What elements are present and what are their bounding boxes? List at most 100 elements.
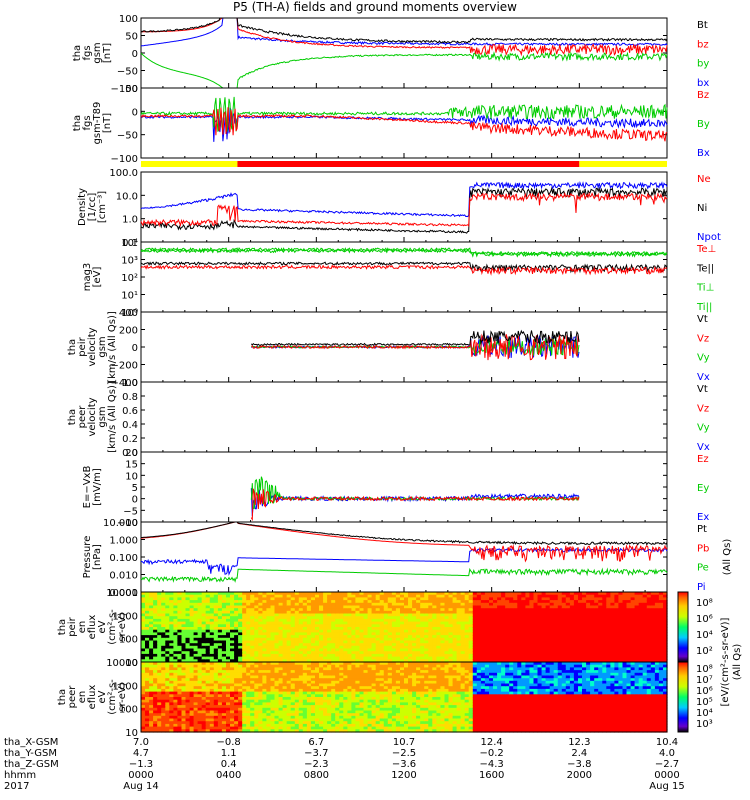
heatmap-cell bbox=[497, 605, 502, 609]
heatmap-cell bbox=[201, 645, 207, 650]
heatmap-cell bbox=[371, 610, 377, 615]
heatmap-cell bbox=[286, 618, 292, 623]
heatmap-cell bbox=[541, 608, 547, 612]
heatmap-cell bbox=[230, 705, 235, 709]
y-tick-label: 0.4 bbox=[122, 420, 138, 431]
heatmap-cell bbox=[472, 597, 478, 601]
heatmap-cell bbox=[185, 635, 191, 639]
heatmap-cell bbox=[602, 616, 607, 620]
heatmap-cell bbox=[533, 608, 539, 612]
heatmap-cell bbox=[262, 653, 267, 658]
heatmap-cell bbox=[468, 656, 474, 660]
heatmap-cell bbox=[404, 610, 409, 615]
heatmap-cell bbox=[517, 659, 522, 663]
legend-entry: Ti|| bbox=[696, 302, 712, 313]
heatmap-cell bbox=[262, 686, 267, 690]
heatmap-cell bbox=[161, 635, 166, 639]
heatmap-cell bbox=[201, 605, 207, 609]
heatmap-cell bbox=[177, 694, 182, 698]
y-axis-label: eflux bbox=[87, 685, 98, 710]
heatmap-cell bbox=[452, 605, 458, 609]
heatmap-cell bbox=[209, 694, 215, 698]
heatmap-cell bbox=[654, 629, 660, 633]
heatmap-cell bbox=[254, 605, 259, 609]
heatmap-cell bbox=[250, 640, 255, 644]
heatmap-cell bbox=[573, 610, 579, 615]
heatmap-cell bbox=[306, 627, 312, 631]
heatmap-cell bbox=[654, 618, 660, 623]
heatmap-cell bbox=[213, 597, 219, 601]
heatmap-cell bbox=[294, 691, 300, 695]
y-tick-label: −50 bbox=[117, 67, 138, 78]
heatmap-cell bbox=[201, 713, 207, 717]
heatmap-cell bbox=[217, 664, 223, 668]
heatmap-cell bbox=[169, 635, 174, 639]
heatmap-cell bbox=[145, 592, 150, 596]
heatmap-cell bbox=[258, 637, 263, 642]
heatmap-cell bbox=[201, 678, 207, 682]
heatmap-cell bbox=[614, 621, 619, 625]
heatmap-cell bbox=[173, 715, 178, 720]
heatmap-cell bbox=[404, 656, 409, 660]
heatmap-cell bbox=[618, 643, 623, 647]
heatmap-cell bbox=[205, 680, 211, 685]
heatmap-cell bbox=[606, 616, 611, 620]
heatmap-cell bbox=[626, 645, 632, 650]
heatmap-cell bbox=[363, 613, 369, 617]
heatmap-cell bbox=[586, 592, 591, 596]
heatmap-cell bbox=[573, 651, 579, 655]
heatmap-cell bbox=[157, 729, 162, 733]
heatmap-cell bbox=[517, 613, 522, 617]
heatmap-cell bbox=[420, 594, 425, 598]
heatmap-cell bbox=[157, 662, 162, 666]
heatmap-cell bbox=[145, 686, 150, 690]
heatmap-cell bbox=[480, 602, 486, 607]
heatmap-cell bbox=[201, 729, 207, 733]
heatmap-cell bbox=[278, 667, 284, 671]
heatmap-cell bbox=[189, 686, 195, 690]
heatmap-cell bbox=[209, 726, 215, 730]
heatmap-cell bbox=[416, 640, 421, 644]
heatmap-cell bbox=[663, 594, 668, 598]
heatmap-cell bbox=[424, 645, 429, 650]
heatmap-cell bbox=[363, 610, 369, 615]
heatmap-cell bbox=[618, 653, 623, 658]
heatmap-cell bbox=[242, 640, 247, 644]
heatmap-cell bbox=[315, 635, 320, 639]
heatmap-cell bbox=[286, 686, 292, 690]
heatmap-cell bbox=[181, 686, 187, 690]
heatmap-cell bbox=[254, 662, 259, 666]
heatmap-cell bbox=[234, 627, 239, 631]
heatmap-cell bbox=[278, 699, 284, 703]
heatmap-cell bbox=[230, 659, 235, 663]
heatmap-cell bbox=[294, 672, 300, 677]
heatmap-cell bbox=[586, 629, 591, 633]
heatmap-cell bbox=[242, 651, 247, 655]
heatmap-cell bbox=[169, 680, 174, 685]
heatmap-cell bbox=[460, 632, 466, 636]
heatmap-cell bbox=[298, 667, 304, 671]
heatmap-cell bbox=[149, 624, 154, 628]
heatmap-cell bbox=[141, 632, 146, 636]
heatmap-cell bbox=[444, 613, 450, 617]
heatmap-cell bbox=[642, 600, 648, 604]
heatmap-cell bbox=[250, 616, 255, 620]
heatmap-cell bbox=[610, 608, 615, 612]
heatmap-cell bbox=[242, 645, 247, 650]
heatmap-cell bbox=[553, 600, 559, 604]
legend-entry: Pi bbox=[697, 582, 706, 593]
heatmap-cell bbox=[400, 602, 405, 607]
y-tick-label: 0 bbox=[132, 495, 138, 506]
heatmap-cell bbox=[226, 592, 231, 596]
heatmap-cell bbox=[165, 678, 170, 682]
heatmap-cell bbox=[262, 707, 267, 712]
heatmap-cell bbox=[290, 697, 296, 701]
heatmap-cell bbox=[420, 605, 425, 609]
heatmap-cell bbox=[553, 605, 559, 609]
heatmap-cell bbox=[157, 715, 162, 720]
heatmap-cell bbox=[404, 645, 409, 650]
y-tick-label: −400 bbox=[111, 378, 138, 389]
heatmap-cell bbox=[230, 683, 235, 687]
heatmap-cell bbox=[302, 616, 308, 620]
heatmap-cell bbox=[278, 602, 284, 607]
